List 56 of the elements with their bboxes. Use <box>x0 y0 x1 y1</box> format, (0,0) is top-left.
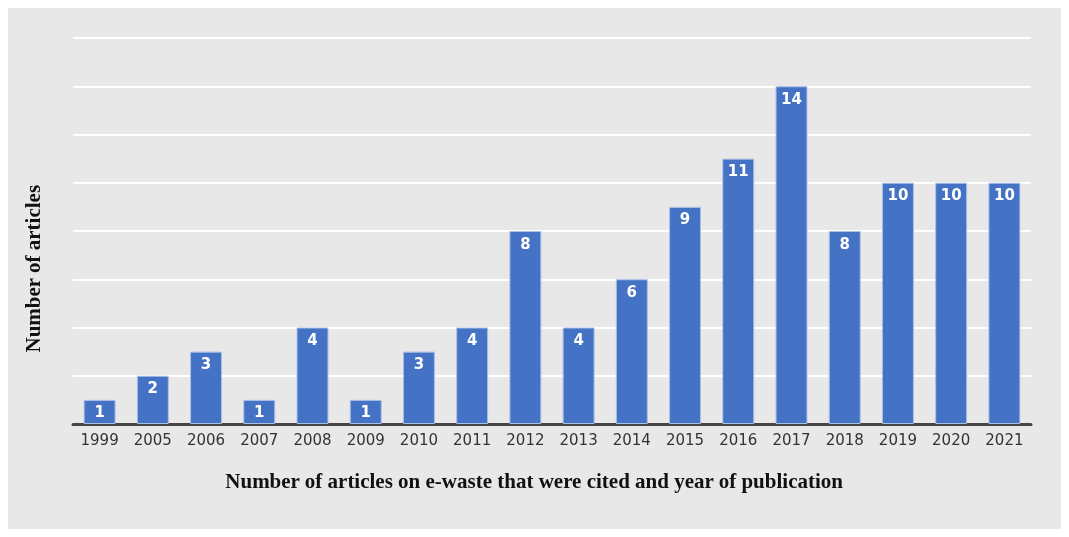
data-label: 4 <box>307 331 318 349</box>
data-label: 1 <box>254 403 265 422</box>
bar <box>402 351 435 424</box>
bar <box>243 399 276 424</box>
bar <box>349 399 382 424</box>
data-label: 8 <box>520 234 531 253</box>
x-tick-label: 2010 <box>399 430 439 449</box>
data-label: 10 <box>887 186 909 205</box>
x-tick-label: 2019 <box>878 430 918 449</box>
x-tick-label: 2014 <box>612 430 651 449</box>
bar <box>988 182 1021 424</box>
bar <box>775 86 808 424</box>
x-tick-label: 2013 <box>559 430 598 449</box>
bar <box>615 279 648 424</box>
x-tick-label: 2016 <box>719 430 758 449</box>
bar <box>935 182 968 424</box>
data-label: 1 <box>360 403 371 422</box>
bar <box>83 399 116 424</box>
bar <box>456 327 489 424</box>
data-label: 10 <box>940 186 962 205</box>
data-label: 11 <box>727 162 749 181</box>
x-axis-title: Number of articles on e-waste that were cited and year of publication <box>225 468 844 493</box>
x-tick-label: 2009 <box>346 430 385 449</box>
data-label: 3 <box>200 355 212 374</box>
data-label: 10 <box>993 186 1015 205</box>
bar <box>669 206 702 424</box>
bar <box>828 231 861 424</box>
data-label: 9 <box>679 210 691 229</box>
x-tick-label: 2005 <box>133 430 172 449</box>
x-tick-label: 2021 <box>985 430 1024 449</box>
x-tick-label: 2017 <box>772 430 811 449</box>
data-label: 14 <box>781 89 802 108</box>
bar <box>881 182 914 424</box>
x-tick-label: 2011 <box>453 430 492 449</box>
data-label: 2 <box>147 379 159 398</box>
bar <box>136 375 169 424</box>
data-label: 4 <box>573 331 584 349</box>
data-label: 4 <box>466 331 478 349</box>
bar <box>190 351 223 424</box>
x-tick-label: 2006 <box>186 430 226 449</box>
x-tick-label: 2020 <box>932 430 971 449</box>
data-label: 6 <box>626 282 638 301</box>
bar <box>296 327 329 424</box>
data-label: 1 <box>94 403 105 422</box>
x-tick-label: 2008 <box>293 430 332 449</box>
data-label: 3 <box>413 355 425 374</box>
x-tick-label: 2012 <box>506 430 545 449</box>
y-axis-title: Number of articles <box>20 184 45 353</box>
x-tick-label: 2018 <box>825 430 864 449</box>
x-tick-label: 2015 <box>665 430 705 449</box>
x-tick-label: 1999 <box>80 430 119 449</box>
bar <box>509 231 542 424</box>
data-label: 8 <box>839 234 850 253</box>
bar <box>722 158 755 424</box>
bar <box>562 327 595 424</box>
x-tick-label: 2007 <box>240 430 279 449</box>
